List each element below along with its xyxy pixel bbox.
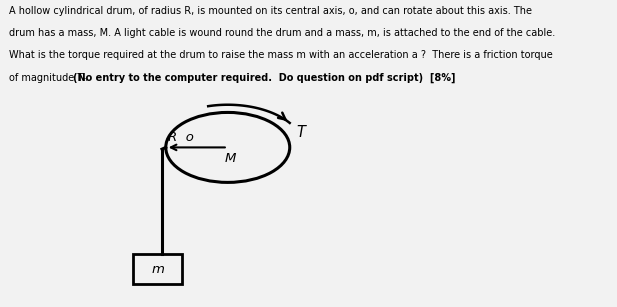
Text: M: M xyxy=(225,152,236,165)
Text: T: T xyxy=(297,125,305,140)
Text: What is the torque required at the drum to raise the mass m with an acceleration: What is the torque required at the drum … xyxy=(9,50,553,60)
Text: drum has a mass, M. A light cable is wound round the drum and a mass, m, is atta: drum has a mass, M. A light cable is wou… xyxy=(9,28,556,38)
Text: R  o: R o xyxy=(168,131,194,144)
Text: (No entry to the computer required.  Do question on pdf script)  [8%]: (No entry to the computer required. Do q… xyxy=(73,72,455,83)
Text: A hollow cylindrical drum, of radius R, is mounted on its central axis, o, and c: A hollow cylindrical drum, of radius R, … xyxy=(9,6,532,16)
Text: m: m xyxy=(151,262,164,276)
Text: of magnitude Tₙ: of magnitude Tₙ xyxy=(9,72,88,83)
